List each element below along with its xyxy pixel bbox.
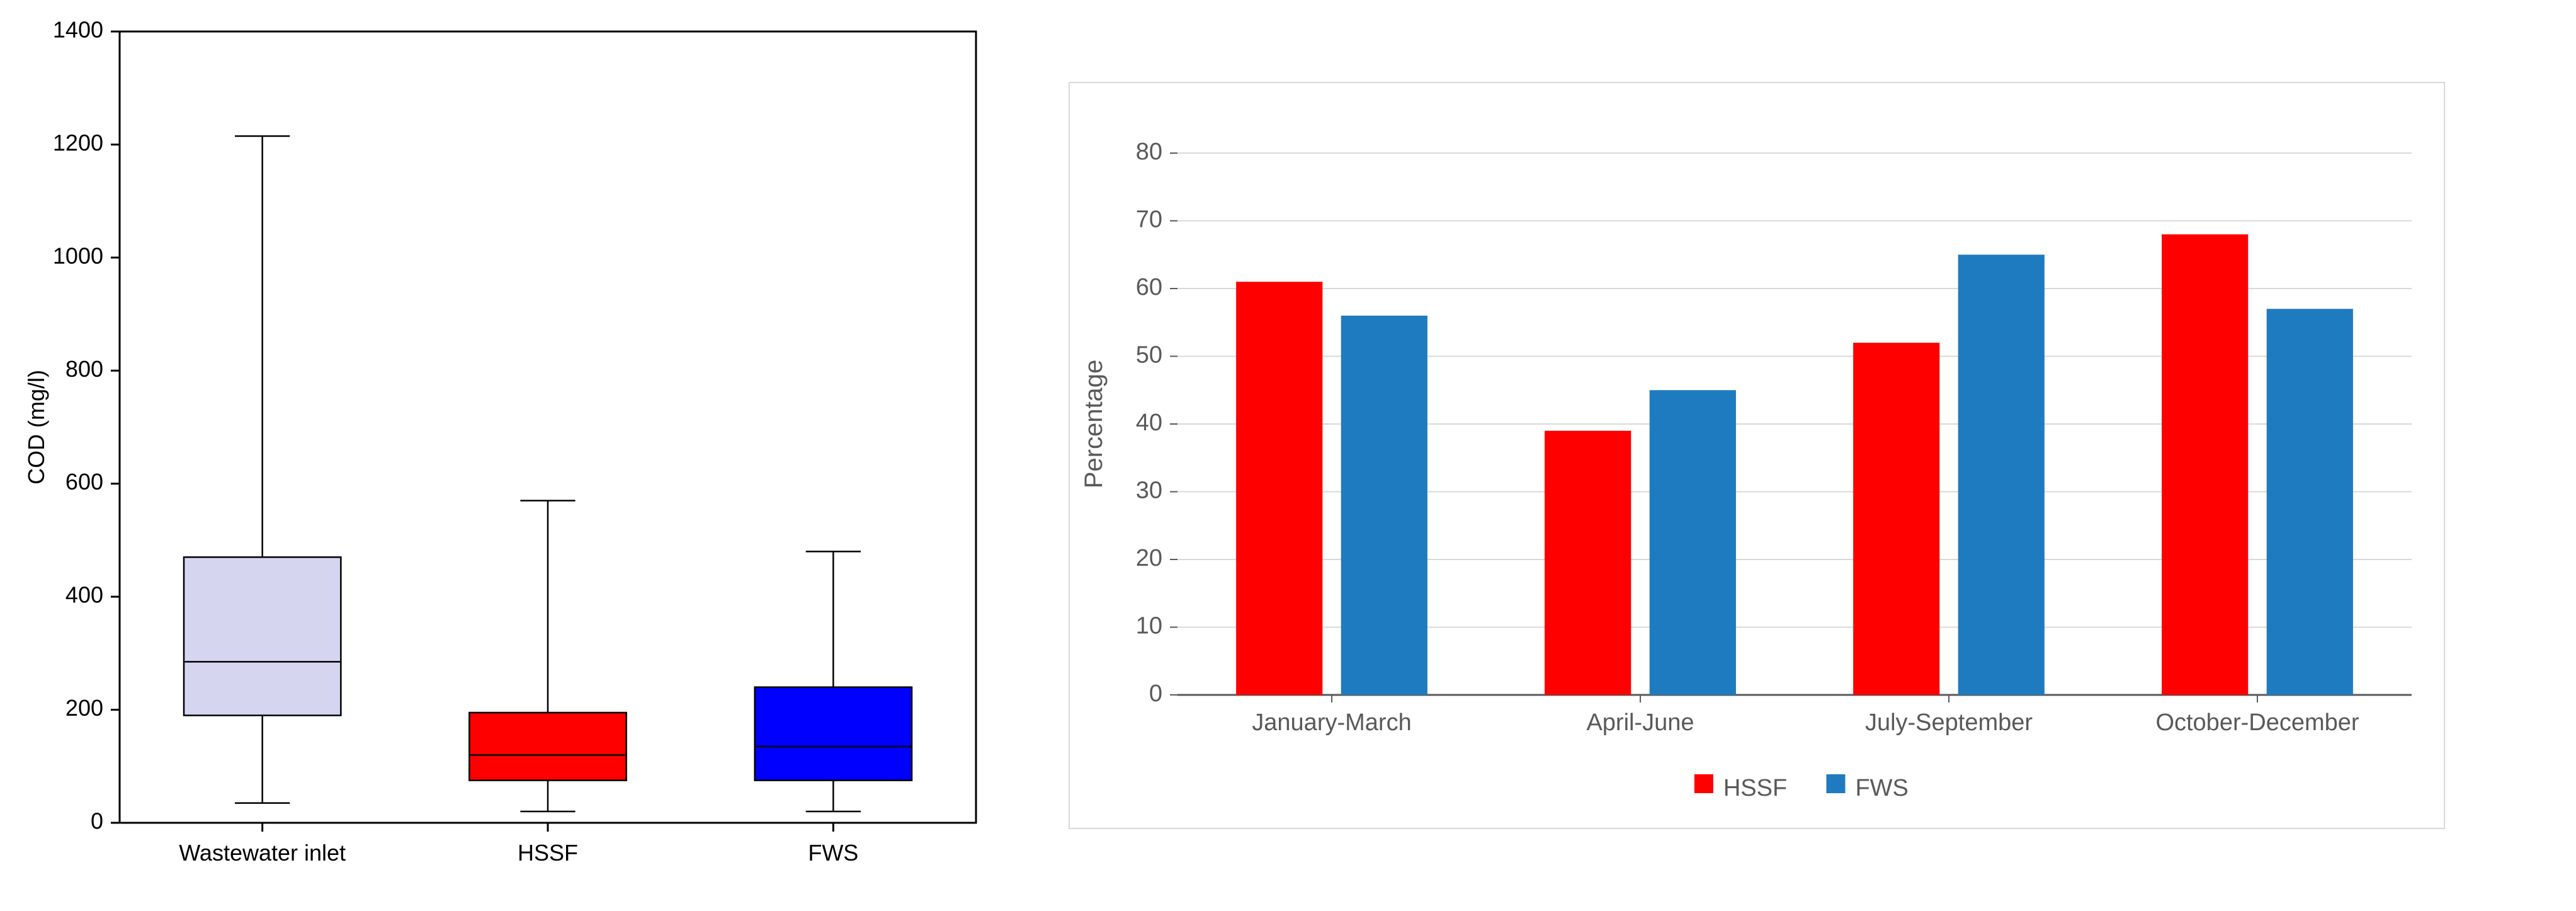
svg-text:April-June: April-June	[1586, 709, 1694, 736]
svg-text:Percentage: Percentage	[1080, 360, 1108, 489]
svg-text:1200: 1200	[53, 130, 103, 156]
boxplot-chart: 0 200 400 600 800 1000 1200 1400 COD (mg/l) Waste…	[13, 13, 989, 898]
svg-text:10: 10	[1136, 613, 1162, 639]
bar	[1853, 343, 1939, 695]
bar	[1236, 282, 1322, 695]
svg-text:FWS: FWS	[808, 840, 858, 866]
bar	[2162, 234, 2248, 695]
svg-text:60: 60	[1136, 274, 1162, 301]
legend-label: FWS	[1855, 775, 1908, 801]
legend-swatch	[1694, 774, 1713, 793]
legend-label: HSSF	[1723, 775, 1787, 801]
svg-text:800: 800	[65, 356, 103, 382]
svg-text:80: 80	[1136, 139, 1162, 165]
bar	[1958, 255, 2045, 695]
svg-text:1400: 1400	[53, 17, 103, 43]
svg-text:1000: 1000	[53, 243, 103, 268]
bar	[1545, 431, 1631, 695]
svg-text:0: 0	[1149, 680, 1162, 707]
svg-text:20: 20	[1136, 545, 1162, 571]
svg-text:HSSF: HSSF	[518, 840, 578, 866]
svg-text:200: 200	[65, 695, 103, 721]
svg-text:October-December: October-December	[2155, 709, 2359, 736]
svg-text:50: 50	[1136, 342, 1162, 369]
svg-text:600: 600	[65, 469, 103, 495]
bar	[2267, 309, 2353, 695]
svg-text:70: 70	[1136, 207, 1162, 233]
svg-text:COD (mg/l): COD (mg/l)	[23, 370, 49, 484]
svg-text:Wastewater inlet: Wastewater inlet	[179, 840, 346, 866]
bar	[1341, 316, 1427, 695]
barchart: 0 10 20 30 40 50 60 70 80 Percentage January-March…	[1064, 77, 2449, 834]
legend-swatch	[1826, 774, 1845, 793]
bar	[1650, 390, 1736, 695]
svg-text:January-March: January-March	[1252, 709, 1411, 736]
svg-text:30: 30	[1136, 478, 1162, 504]
svg-text:0: 0	[91, 808, 103, 834]
svg-text:40: 40	[1136, 410, 1162, 436]
svg-text:July-September: July-September	[1865, 709, 2033, 736]
svg-text:400: 400	[65, 582, 103, 608]
